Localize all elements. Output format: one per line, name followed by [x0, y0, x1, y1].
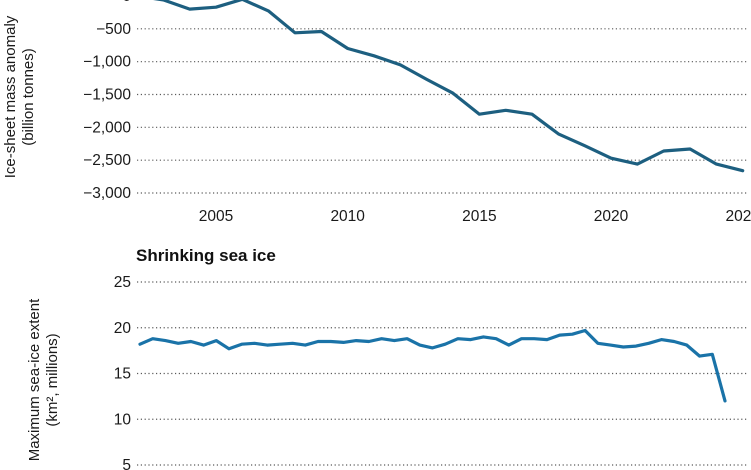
y-tick-label: −3,000: [83, 185, 131, 202]
y-tick-label: −1,500: [83, 87, 131, 104]
y-axis-label: Ice-sheet mass anomaly(billion tonnes): [2, 15, 37, 178]
y-axis-label-line: (billion tonnes): [20, 48, 37, 146]
y-tick-label: −2,500: [83, 152, 131, 169]
x-tick-label: 2010: [330, 208, 365, 225]
y-tick-label: 10: [114, 411, 132, 428]
sea-ice-chart: Shrinking sea ice 25 20 15 10 5 Maximum sea-ic…: [26, 246, 748, 470]
y-tick-label: 25: [114, 274, 131, 291]
y-tick-label: −2,000: [83, 119, 131, 136]
y-tick-label: 0: [122, 0, 131, 5]
y-tick-label: 20: [114, 320, 132, 337]
y-axis-label-line: Maximum sea-ice extent: [26, 298, 43, 461]
chart-title: Shrinking sea ice: [136, 246, 276, 265]
x-tick-label: 2005: [199, 208, 233, 225]
y-axis-label-line: Ice-sheet mass anomaly: [2, 15, 19, 178]
x-tick-label: 2020: [594, 208, 629, 225]
y-tick-label: −1,000: [83, 54, 131, 71]
y-tick-label: 15: [114, 366, 131, 383]
ice-sheet-chart: 0 −500 −1,000 −1,500 −2,000 −2,500 −3,000 2005 2…: [2, 0, 751, 225]
y-tick-label: −500: [96, 21, 131, 38]
y-axis-label: Maximum sea-ice extent(km², millions): [26, 298, 61, 461]
x-tick-label: 2015: [462, 208, 496, 225]
sea-ice-series-line: [138, 328, 727, 403]
y-tick-label: 5: [122, 457, 131, 470]
ice-sheet-series-line: [153, 0, 745, 173]
y-axis-label-line: (km², millions): [44, 333, 61, 426]
x-tick-label: 2025: [725, 208, 751, 225]
